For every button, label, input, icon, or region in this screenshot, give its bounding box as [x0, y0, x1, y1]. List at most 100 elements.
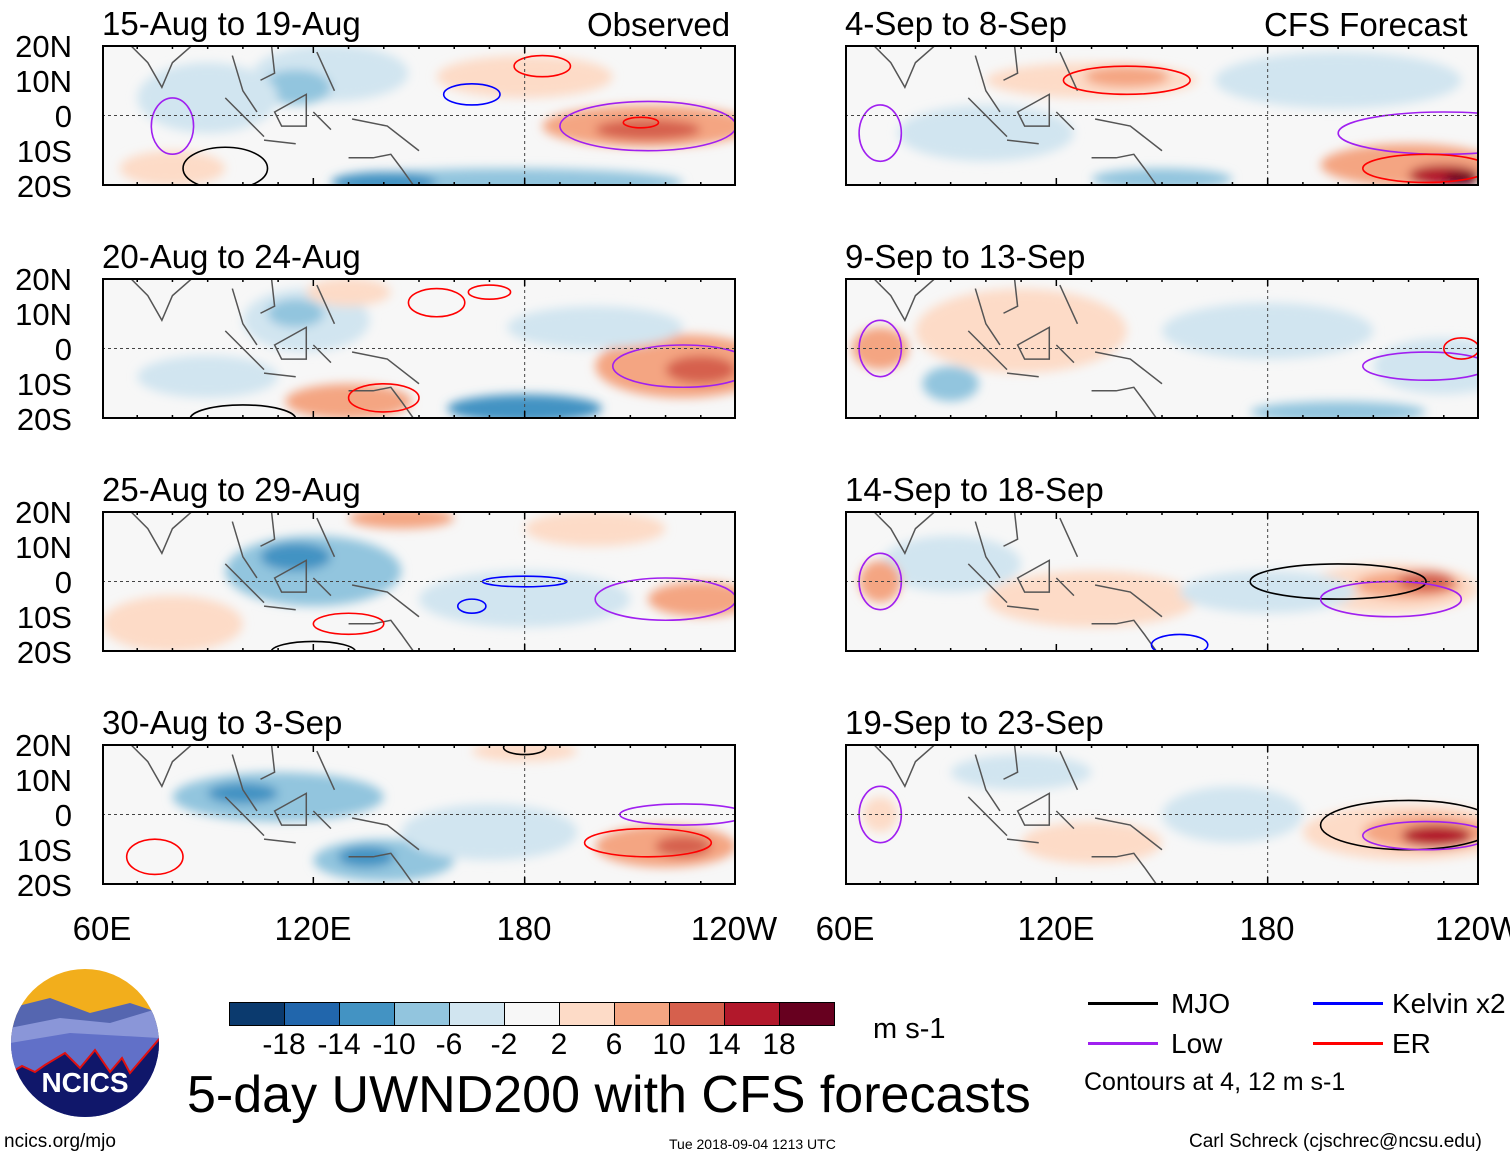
filtered-wave-contour — [407, 287, 466, 318]
y-tick-label: 0 — [54, 798, 72, 833]
filtered-wave-contour — [125, 838, 184, 876]
timestamp: Tue 2018-09-04 1213 UTC — [669, 1136, 836, 1152]
legend-line-low — [1088, 1042, 1158, 1045]
panel-title: 25-Aug to 29-Aug — [102, 471, 361, 508]
panel-title: 15-Aug to 19-Aug — [102, 5, 361, 42]
filtered-wave-contour — [858, 104, 903, 163]
y-tick-label: 20S — [16, 169, 72, 204]
legend-line-er — [1313, 1042, 1383, 1045]
panel-title: 4-Sep to 8-Sep — [845, 5, 1067, 42]
map-panel — [102, 45, 736, 186]
wind-anomaly-region — [207, 782, 279, 804]
panel-title: 30-Aug to 3-Sep — [102, 704, 343, 741]
wind-anomaly-region — [137, 62, 279, 134]
map-panel — [845, 45, 1479, 186]
y-tick-label: 20N — [15, 262, 72, 297]
credit: Carl Schreck (cjschrec@ncsu.edu) — [1189, 1131, 1482, 1152]
y-tick-label: 10N — [15, 530, 72, 565]
filtered-wave-contour — [611, 344, 736, 389]
filtered-wave-contour — [442, 82, 501, 106]
coastline — [129, 45, 420, 186]
legend-label-mjo: MJO — [1171, 988, 1231, 1019]
wind-anomaly-region — [137, 355, 279, 398]
x-tick-label: 60E — [815, 910, 875, 947]
colorbar-tick-label: 18 — [762, 1028, 796, 1061]
legend-line-kelvin — [1313, 1002, 1383, 1005]
map-panel — [845, 744, 1479, 885]
y-tick-label: 20S — [16, 635, 72, 670]
colorbar-swatch — [505, 1003, 560, 1025]
filtered-wave-contour — [583, 827, 713, 858]
map-panel — [102, 744, 736, 885]
colorbar-tick-label: -18 — [262, 1028, 306, 1061]
colorbar-tick-label: -2 — [490, 1028, 518, 1061]
site-url[interactable]: ncics.org/mjo — [4, 1131, 116, 1152]
filtered-wave-contour — [270, 640, 357, 652]
y-tick-label: 20N — [15, 29, 72, 64]
panel-title: 9-Sep to 13-Sep — [845, 238, 1086, 275]
y-tick-label: 10S — [16, 833, 72, 868]
wind-anomaly-region — [880, 535, 1022, 593]
wind-anomaly-region — [267, 299, 324, 328]
wind-anomaly-region — [1373, 337, 1479, 395]
colorbar-swatch — [395, 1003, 450, 1025]
coastline — [872, 511, 1163, 652]
filtered-wave-contour — [1150, 633, 1209, 652]
y-tick-label: 0 — [54, 332, 72, 367]
map-panel — [102, 278, 736, 419]
wind-anomaly-region — [306, 278, 391, 307]
observed-label: Observed — [587, 6, 731, 43]
coastline — [129, 278, 420, 419]
colorbar-swatch — [450, 1003, 505, 1025]
filtered-wave-contour — [456, 598, 487, 615]
filtered-wave-contour — [312, 612, 385, 636]
wind-anomaly-region — [655, 835, 712, 857]
colorbar-swatch — [615, 1003, 670, 1025]
coastline — [872, 278, 1163, 419]
y-tick-label: 10N — [15, 763, 72, 798]
panel-title: 20-Aug to 24-Aug — [102, 238, 361, 275]
coastline — [129, 744, 420, 885]
filtered-wave-contour — [1319, 580, 1463, 618]
wind-anomaly-region — [950, 754, 1092, 790]
wind-anomaly-region — [862, 796, 898, 833]
coastline — [872, 744, 1163, 885]
coastline — [872, 45, 1163, 186]
filtered-wave-contour — [1249, 563, 1427, 600]
wind-anomaly-region — [985, 570, 1198, 628]
x-tick-label: 180 — [1239, 910, 1295, 947]
colorbar-swatch — [230, 1003, 285, 1025]
ncics-logo: NCICS — [11, 969, 159, 1117]
filtered-wave-contour — [1062, 65, 1191, 96]
wind-anomaly-region — [1021, 821, 1162, 864]
y-tick-label: 10N — [15, 297, 72, 332]
wind-anomaly-region — [1214, 52, 1462, 109]
legend-label-er: ER — [1392, 1028, 1431, 1059]
x-tick-label: 180 — [496, 910, 552, 947]
colorbar-tick-label: 10 — [652, 1028, 686, 1061]
wind-anomaly-region — [260, 542, 331, 571]
wind-anomaly-region — [922, 366, 979, 402]
colorbar-swatch — [560, 1003, 615, 1025]
wind-anomaly-region — [852, 327, 909, 370]
y-tick-label: 0 — [54, 565, 72, 600]
filtered-wave-contour — [622, 116, 660, 129]
filtered-wave-contour — [467, 284, 512, 300]
legend-line-mjo — [1088, 1002, 1158, 1005]
filtered-wave-contour — [502, 744, 547, 756]
logo-text: NCICS — [41, 1067, 128, 1098]
y-tick-label: 0 — [54, 99, 72, 134]
legend-label-low: Low — [1171, 1028, 1223, 1059]
wind-anomaly-region — [1084, 66, 1170, 88]
colorbar-tick-label: -10 — [372, 1028, 416, 1061]
wind-anomaly-region — [285, 383, 412, 419]
colorbar-tick-label: 14 — [707, 1028, 741, 1061]
wind-anomaly-region — [507, 306, 684, 349]
map-panel — [845, 278, 1479, 419]
x-tick-label: 120W — [1434, 910, 1510, 947]
figure-title: 5-day UWND200 with CFS forecasts — [187, 1066, 1031, 1124]
y-tick-label: 10S — [16, 367, 72, 402]
wind-anomaly-region — [595, 119, 701, 141]
wind-anomaly-region — [897, 104, 1074, 162]
y-tick-label: 20S — [16, 402, 72, 437]
